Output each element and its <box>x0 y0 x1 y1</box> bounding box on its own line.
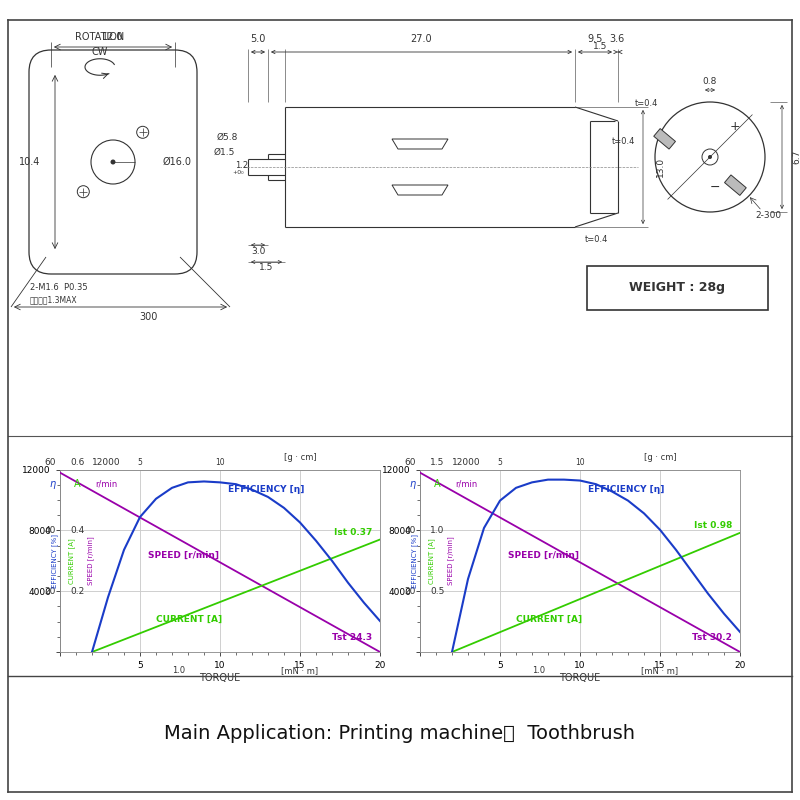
Text: 12000: 12000 <box>452 458 481 467</box>
Text: 挿入深さ1.3MAX: 挿入深さ1.3MAX <box>30 295 78 305</box>
Text: 3.0: 3.0 <box>251 246 265 255</box>
Text: 12.0: 12.0 <box>102 32 124 42</box>
Text: FMF1227 C: FMF1227 C <box>66 446 153 460</box>
Text: 10: 10 <box>575 458 585 466</box>
Text: Ø16.0: Ø16.0 <box>163 157 192 167</box>
Text: WEIGHT : 28g: WEIGHT : 28g <box>629 282 725 294</box>
Text: 40: 40 <box>45 526 56 535</box>
Text: Ist 0.98: Ist 0.98 <box>694 522 732 530</box>
Text: t=0.4: t=0.4 <box>584 234 608 243</box>
Text: CURRENT [A]: CURRENT [A] <box>429 538 435 584</box>
Text: EFFICIENCY [%]: EFFICIENCY [%] <box>411 534 418 588</box>
Text: 9.5: 9.5 <box>587 34 602 44</box>
Text: 6.7: 6.7 <box>793 150 800 164</box>
Text: t=0.4: t=0.4 <box>635 99 658 109</box>
Text: 5: 5 <box>138 458 142 466</box>
Text: 20: 20 <box>45 586 56 596</box>
Text: 5V: 5V <box>353 446 374 460</box>
Text: SPEED [r/min]: SPEED [r/min] <box>508 550 579 560</box>
FancyBboxPatch shape <box>587 266 768 310</box>
Text: EFFICIENCY [%]: EFFICIENCY [%] <box>51 534 58 588</box>
Text: η: η <box>50 479 56 489</box>
Text: r/min: r/min <box>95 480 118 489</box>
Text: 1.5: 1.5 <box>259 263 274 273</box>
Text: −: − <box>710 181 720 194</box>
X-axis label: TORQUE: TORQUE <box>559 673 601 683</box>
Text: ROTATION: ROTATION <box>75 32 125 42</box>
Text: 0.5: 0.5 <box>430 586 445 596</box>
Text: CURRENT [A]: CURRENT [A] <box>156 614 222 624</box>
Text: Ø5.8: Ø5.8 <box>217 133 238 142</box>
Text: Main Application: Printing machine、  Toothbrush: Main Application: Printing machine、 Toot… <box>165 724 635 743</box>
FancyBboxPatch shape <box>29 50 197 274</box>
Text: EFFICIENCY [η]: EFFICIENCY [η] <box>228 486 304 494</box>
Text: [g · cm]: [g · cm] <box>284 453 316 462</box>
Text: 1.0: 1.0 <box>430 526 445 535</box>
Text: A: A <box>74 479 81 489</box>
Text: 5: 5 <box>498 458 502 466</box>
Text: 27.0: 27.0 <box>410 34 432 44</box>
Text: Tst 24.3: Tst 24.3 <box>332 633 372 642</box>
Text: +0₀: +0₀ <box>232 170 244 175</box>
Text: 1.5: 1.5 <box>430 458 445 467</box>
Text: SPEED [r/min]: SPEED [r/min] <box>148 550 219 560</box>
Text: 60: 60 <box>45 458 56 467</box>
Text: [mN · m]: [mN · m] <box>282 666 318 675</box>
Text: Ist 0.37: Ist 0.37 <box>334 528 372 537</box>
Text: FMF1227 D: FMF1227 D <box>426 446 514 460</box>
Text: 40: 40 <box>405 526 416 535</box>
Text: CW: CW <box>92 47 108 57</box>
Text: η: η <box>410 479 416 489</box>
Text: SPEED [r/min]: SPEED [r/min] <box>87 537 94 585</box>
Text: 5.0: 5.0 <box>250 34 266 44</box>
Text: 13.0: 13.0 <box>655 157 665 177</box>
Text: CURRENT [A]: CURRENT [A] <box>69 538 75 584</box>
Text: 2-300: 2-300 <box>755 210 781 219</box>
Text: 60: 60 <box>405 458 416 467</box>
Text: 1.0: 1.0 <box>532 666 545 675</box>
Text: 2-M1.6  P0.35: 2-M1.6 P0.35 <box>30 282 88 291</box>
Text: A: A <box>434 479 441 489</box>
Text: 0.2: 0.2 <box>70 586 85 596</box>
Text: 3.5V: 3.5V <box>698 446 734 460</box>
Text: 0.6: 0.6 <box>70 458 85 467</box>
Circle shape <box>110 159 115 165</box>
Text: Ø1.5: Ø1.5 <box>214 147 235 157</box>
Text: CURRENT [A]: CURRENT [A] <box>516 614 582 624</box>
Text: 0.4: 0.4 <box>70 526 85 535</box>
Text: 3.6: 3.6 <box>609 34 624 44</box>
Text: [g · cm]: [g · cm] <box>644 453 676 462</box>
Text: SPEED [r/min]: SPEED [r/min] <box>447 537 454 585</box>
Text: Tst 30.2: Tst 30.2 <box>692 633 732 642</box>
Text: t=0.4: t=0.4 <box>612 138 635 146</box>
Text: 20: 20 <box>405 586 416 596</box>
Bar <box>654 129 675 149</box>
X-axis label: TORQUE: TORQUE <box>199 673 241 683</box>
Bar <box>725 175 746 195</box>
Circle shape <box>708 155 712 159</box>
Text: [mN · m]: [mN · m] <box>642 666 678 675</box>
Text: 12000: 12000 <box>92 458 121 467</box>
Text: 10.4: 10.4 <box>18 157 40 167</box>
Text: 0.8: 0.8 <box>703 78 717 86</box>
Text: 1.2: 1.2 <box>235 161 248 170</box>
Text: 1.0: 1.0 <box>172 666 185 675</box>
Text: 1.5: 1.5 <box>593 42 607 51</box>
Text: 10: 10 <box>215 458 225 466</box>
Text: 300: 300 <box>139 312 157 322</box>
Polygon shape <box>392 185 448 195</box>
Polygon shape <box>392 139 448 149</box>
Text: EFFICIENCY [η]: EFFICIENCY [η] <box>588 486 664 494</box>
Text: +: + <box>730 121 740 134</box>
Text: r/min: r/min <box>455 480 478 489</box>
